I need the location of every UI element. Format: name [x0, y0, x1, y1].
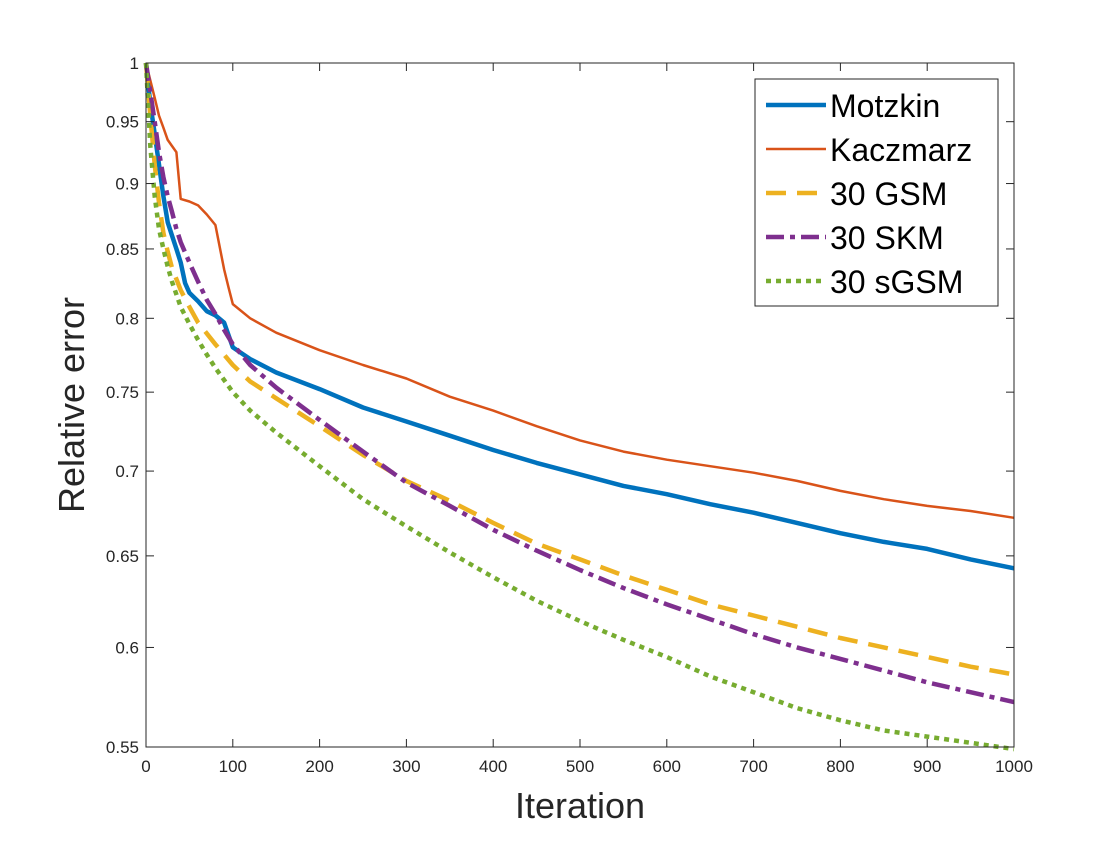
y-tick-label: 0.55: [106, 738, 139, 757]
y-tick-label: 0.9: [115, 175, 139, 194]
series-line-30-skm: [143, 62, 1015, 705]
x-tick-label: 100: [219, 757, 247, 776]
x-tick-label: 1000: [995, 757, 1033, 776]
y-axis-label: Relative error: [51, 297, 92, 513]
series-line-motzkin: [143, 62, 1015, 571]
x-tick-label: 0: [141, 757, 150, 776]
legend-box: [754, 78, 999, 307]
y-tick-label: 0.6: [115, 638, 139, 657]
y-tick-label: 0.75: [106, 383, 139, 402]
legend: Motzkin Kaczmarz 30 GSM 30 SKM 30 sGSM: [754, 78, 999, 307]
series-line-30-sgsm: [143, 62, 1015, 752]
legend-label-30-gsm: 30 GSM: [830, 176, 947, 212]
y-tick-label: 0.95: [106, 113, 139, 132]
y-tick-label: 0.7: [115, 462, 139, 481]
x-tick-label: 700: [739, 757, 767, 776]
x-axis-label: Iteration: [515, 785, 645, 826]
legend-label-30-sgsm: 30 sGSM: [830, 264, 963, 300]
y-tick-label: 0.85: [106, 240, 139, 259]
x-tick-label: 300: [392, 757, 420, 776]
series-layer: [143, 62, 1015, 752]
x-tick-label: 500: [566, 757, 594, 776]
x-tick-label: 800: [826, 757, 854, 776]
series-line-kaczmarz: [144, 62, 1015, 520]
ticks-layer: 0 100 200 300 400 500 600 700 800 900 1000 0.55 0.6 0…: [106, 54, 1033, 776]
y-tick-label: 0.8: [115, 309, 139, 328]
series-line-30-gsm: [143, 62, 1015, 677]
legend-label-kaczmarz: Kaczmarz: [830, 132, 972, 168]
legend-label-motzkin: Motzkin: [830, 88, 940, 124]
y-tick-label: 0.65: [106, 547, 139, 566]
legend-label-30-skm: 30 SKM: [830, 220, 944, 256]
y-tick-label: 1: [130, 54, 139, 73]
x-tick-label: 400: [479, 757, 507, 776]
x-tick-label: 900: [913, 757, 941, 776]
x-tick-label: 200: [305, 757, 333, 776]
x-tick-label: 600: [653, 757, 681, 776]
